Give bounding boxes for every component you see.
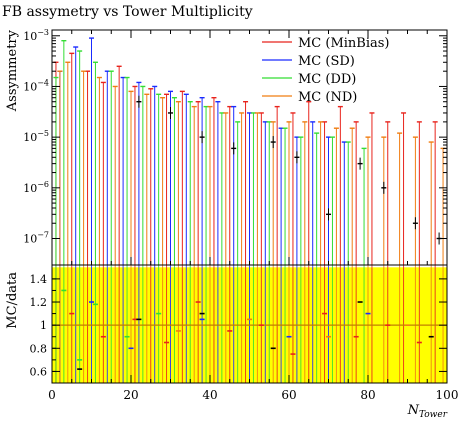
ratio-bars-2	[55, 265, 365, 383]
y-tick-label: 1.2	[30, 296, 48, 309]
y-tick-label: 1.4	[30, 273, 48, 286]
y-tick-label: 0.6	[30, 365, 48, 378]
series-0	[53, 52, 438, 265]
y-tick-label: 10−6	[23, 180, 49, 195]
x-tick-label: 40	[202, 388, 217, 402]
y-tick-label: 10−4	[23, 78, 49, 93]
legend-label: MC (ND)	[298, 90, 357, 105]
ratio-series-2	[61, 289, 162, 361]
y-axis-label: Assymmetry	[5, 29, 20, 112]
x-tick-label: 60	[281, 388, 296, 402]
ratio-bars-0	[55, 265, 436, 383]
series-2	[53, 39, 367, 265]
x-tick-label: 80	[360, 388, 375, 402]
ratio-series-3	[175, 318, 410, 338]
x-tick-label: 0	[48, 388, 56, 402]
ratio-series-4	[77, 301, 434, 370]
legend-label: MC (SD)	[298, 54, 355, 69]
series-4	[136, 95, 442, 245]
y-tick-label: 10−5	[23, 129, 49, 144]
y-tick-label: 1	[40, 319, 47, 332]
y-tick-label: 0.8	[30, 342, 48, 355]
x-tick-label: 20	[123, 388, 138, 402]
y-tick-label: 10−3	[23, 28, 49, 43]
legend-label: MC (MinBias)	[298, 36, 390, 51]
y-tick-label: 10−7	[23, 230, 49, 245]
legend-label: MC (DD)	[298, 72, 356, 87]
y-axis-label: MC/data	[5, 272, 20, 329]
ratio-bars-3	[59, 265, 444, 383]
ratio-series-1	[89, 301, 371, 350]
chart-title: FB assymetry vs Tower Multiplicity	[2, 4, 253, 20]
series-3	[57, 61, 446, 265]
x-axis-label: NTower	[407, 403, 448, 420]
legend: MC (MinBias) MC (SD) MC (DD) MC (ND)	[262, 36, 390, 105]
bottom-plot: 0.6 0.8 1 1.2 1.4 0 20 40 60 80 100 MC/data NTower	[5, 264, 459, 420]
x-tick-label: 100	[436, 388, 459, 402]
